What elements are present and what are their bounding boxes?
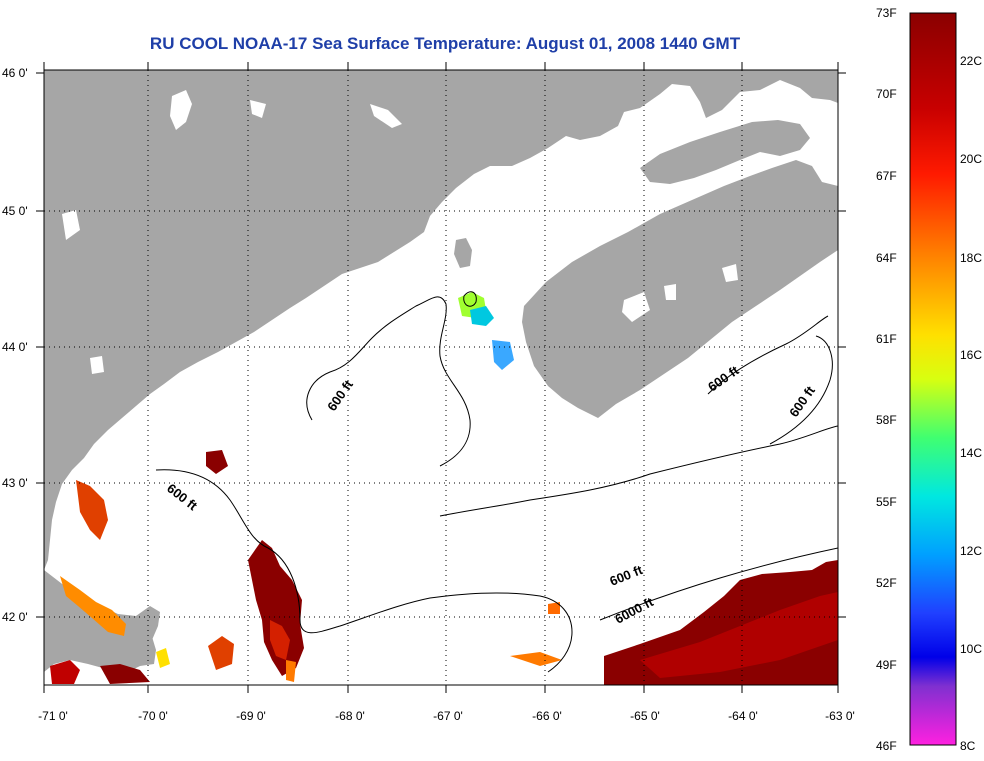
colorbar-celsius-labels: 22C 20C 18C 16C 14C 12C 10C 8C [960, 54, 982, 753]
sst-gulf-stream [604, 560, 838, 685]
colorbar-label-f: 58F [876, 413, 897, 427]
sst-nantucket-shoals [50, 480, 170, 684]
depth-contours [155, 291, 838, 673]
colorbar-label-f: 49F [876, 658, 897, 672]
land-gulf-shore [640, 120, 810, 184]
lon-label: -69 0' [236, 709, 266, 723]
lon-label: -70 0' [138, 709, 168, 723]
colorbar-fahrenheit-labels: 73F 70F 67F 64F 61F 58F 55F 52F 49F 46F [876, 6, 897, 753]
colorbar-label-f: 70F [876, 87, 897, 101]
colorbar-label-f: 52F [876, 576, 897, 590]
colorbar-label-f: 73F [876, 6, 897, 20]
colorbar-label-c: 22C [960, 54, 982, 68]
colorbar-label-c: 10C [960, 642, 982, 656]
colorbar-label-f: 46F [876, 739, 897, 753]
lat-label: 45 0' [2, 204, 28, 218]
land-new-england [44, 70, 838, 570]
land-grand-manan [454, 238, 472, 268]
sst-misc-patches [206, 450, 562, 670]
map-title: RU COOL NOAA-17 Sea Surface Temperature:… [149, 34, 741, 53]
colorbar-label-c: 18C [960, 251, 982, 265]
lon-label: -71 0' [38, 709, 68, 723]
colorbar-label-f: 67F [876, 169, 897, 183]
lat-label: 46 0' [2, 66, 28, 80]
lat-label: 43 0' [2, 476, 28, 490]
colorbar-label-c: 8C [960, 739, 976, 753]
latitude-labels: 46 0' 45 0' 44 0' 43 0' 42 0' [2, 66, 28, 624]
lon-label: -66 0' [532, 709, 562, 723]
cloud-patches [62, 90, 738, 374]
sst-bay-of-fundy-cool [458, 292, 514, 370]
colorbar-label-c: 16C [960, 348, 982, 362]
colorbar-label-c: 20C [960, 152, 982, 166]
colorbar [909, 12, 957, 746]
colorbar-label-f: 55F [876, 495, 897, 509]
lon-label: -67 0' [433, 709, 463, 723]
sst-georges-bank [248, 540, 304, 682]
longitude-labels: -71 0' -70 0' -69 0' -68 0' -67 0' -66 0… [38, 709, 855, 723]
lat-label: 44 0' [2, 340, 28, 354]
lat-label: 42 0' [2, 610, 28, 624]
lon-label: -64 0' [728, 709, 758, 723]
land-nova-scotia [522, 160, 838, 418]
colorbar-label-c: 14C [960, 446, 982, 460]
colorbar-label-f: 64F [876, 251, 897, 265]
lon-label: -65 0' [630, 709, 660, 723]
lon-label: -63 0' [825, 709, 855, 723]
map-frame [43, 69, 839, 686]
land-cape-cod-hook [136, 606, 160, 640]
lon-label: -68 0' [335, 709, 365, 723]
tick-marks [36, 62, 846, 693]
colorbar-label-f: 61F [876, 332, 897, 346]
colorbar-label-c: 12C [960, 544, 982, 558]
